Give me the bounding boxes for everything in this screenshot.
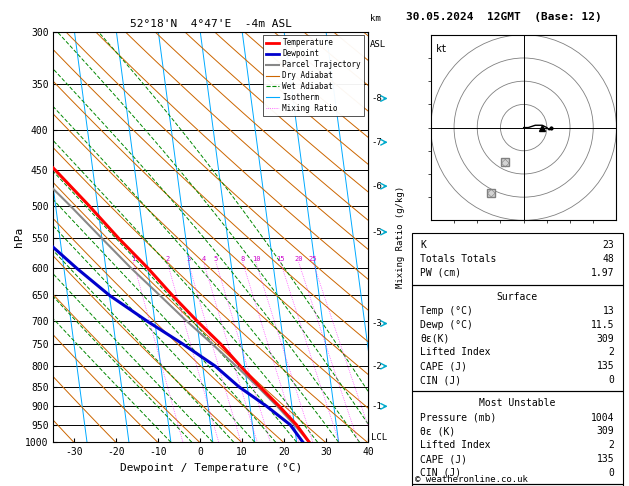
Text: 309: 309 <box>597 426 615 436</box>
Text: PW (cm): PW (cm) <box>420 268 462 278</box>
Text: K: K <box>420 240 426 250</box>
Text: 10: 10 <box>252 256 260 262</box>
Bar <box>412 285 623 391</box>
Text: -6: -6 <box>371 182 382 191</box>
Text: 2: 2 <box>608 440 615 451</box>
Text: ◇: ◇ <box>501 157 509 167</box>
Text: 8: 8 <box>241 256 245 262</box>
Text: 20: 20 <box>294 256 303 262</box>
Text: CAPE (J): CAPE (J) <box>420 454 467 464</box>
Text: Dewp (°C): Dewp (°C) <box>420 320 473 330</box>
Text: Temp (°C): Temp (°C) <box>420 306 473 316</box>
Text: 25: 25 <box>309 256 317 262</box>
Text: CIN (J): CIN (J) <box>420 375 462 385</box>
Text: 1004: 1004 <box>591 413 615 423</box>
Text: © weatheronline.co.uk: © weatheronline.co.uk <box>415 474 528 484</box>
Bar <box>412 484 623 486</box>
Text: CAPE (J): CAPE (J) <box>420 361 467 371</box>
Text: 2: 2 <box>165 256 169 262</box>
Text: 4: 4 <box>201 256 206 262</box>
Text: Lifted Index: Lifted Index <box>420 440 491 451</box>
Text: CIN (J): CIN (J) <box>420 468 462 478</box>
Text: 3: 3 <box>186 256 191 262</box>
Text: -5: -5 <box>371 227 382 237</box>
Legend: Temperature, Dewpoint, Parcel Trajectory, Dry Adiabat, Wet Adiabat, Isotherm, Mi: Temperature, Dewpoint, Parcel Trajectory… <box>262 35 364 116</box>
Text: θε (K): θε (K) <box>420 426 455 436</box>
Text: -1: -1 <box>371 402 382 411</box>
Text: 135: 135 <box>597 361 615 371</box>
Text: 1: 1 <box>131 256 135 262</box>
Bar <box>412 233 623 285</box>
Bar <box>412 391 623 484</box>
Text: 0: 0 <box>608 375 615 385</box>
Text: 23: 23 <box>603 240 615 250</box>
Text: 135: 135 <box>597 454 615 464</box>
Text: -3: -3 <box>371 319 382 328</box>
Text: kt: kt <box>435 44 447 54</box>
Y-axis label: hPa: hPa <box>14 227 24 247</box>
Text: LCL: LCL <box>371 433 387 442</box>
Text: ◇: ◇ <box>487 188 496 197</box>
Text: θε(K): θε(K) <box>420 333 450 344</box>
X-axis label: Dewpoint / Temperature (°C): Dewpoint / Temperature (°C) <box>120 463 302 473</box>
Text: Totals Totals: Totals Totals <box>420 254 497 264</box>
Text: 30.05.2024  12GMT  (Base: 12): 30.05.2024 12GMT (Base: 12) <box>406 12 601 22</box>
Text: 15: 15 <box>276 256 285 262</box>
Text: Pressure (mb): Pressure (mb) <box>420 413 497 423</box>
Text: Mixing Ratio (g/kg): Mixing Ratio (g/kg) <box>396 186 404 288</box>
Text: -8: -8 <box>371 94 382 103</box>
Text: Lifted Index: Lifted Index <box>420 347 491 358</box>
Text: 13: 13 <box>603 306 615 316</box>
Title: 52°18'N  4°47'E  -4m ASL: 52°18'N 4°47'E -4m ASL <box>130 19 292 30</box>
Text: 309: 309 <box>597 333 615 344</box>
Text: 2: 2 <box>608 347 615 358</box>
Text: 5: 5 <box>214 256 218 262</box>
Text: -7: -7 <box>371 138 382 147</box>
Text: -2: -2 <box>371 362 382 371</box>
Text: km: km <box>370 15 381 23</box>
Text: 48: 48 <box>603 254 615 264</box>
Text: Surface: Surface <box>497 292 538 302</box>
Text: ASL: ASL <box>370 40 386 49</box>
Text: 11.5: 11.5 <box>591 320 615 330</box>
Text: 1.97: 1.97 <box>591 268 615 278</box>
Text: 0: 0 <box>608 468 615 478</box>
Text: Most Unstable: Most Unstable <box>479 399 555 408</box>
